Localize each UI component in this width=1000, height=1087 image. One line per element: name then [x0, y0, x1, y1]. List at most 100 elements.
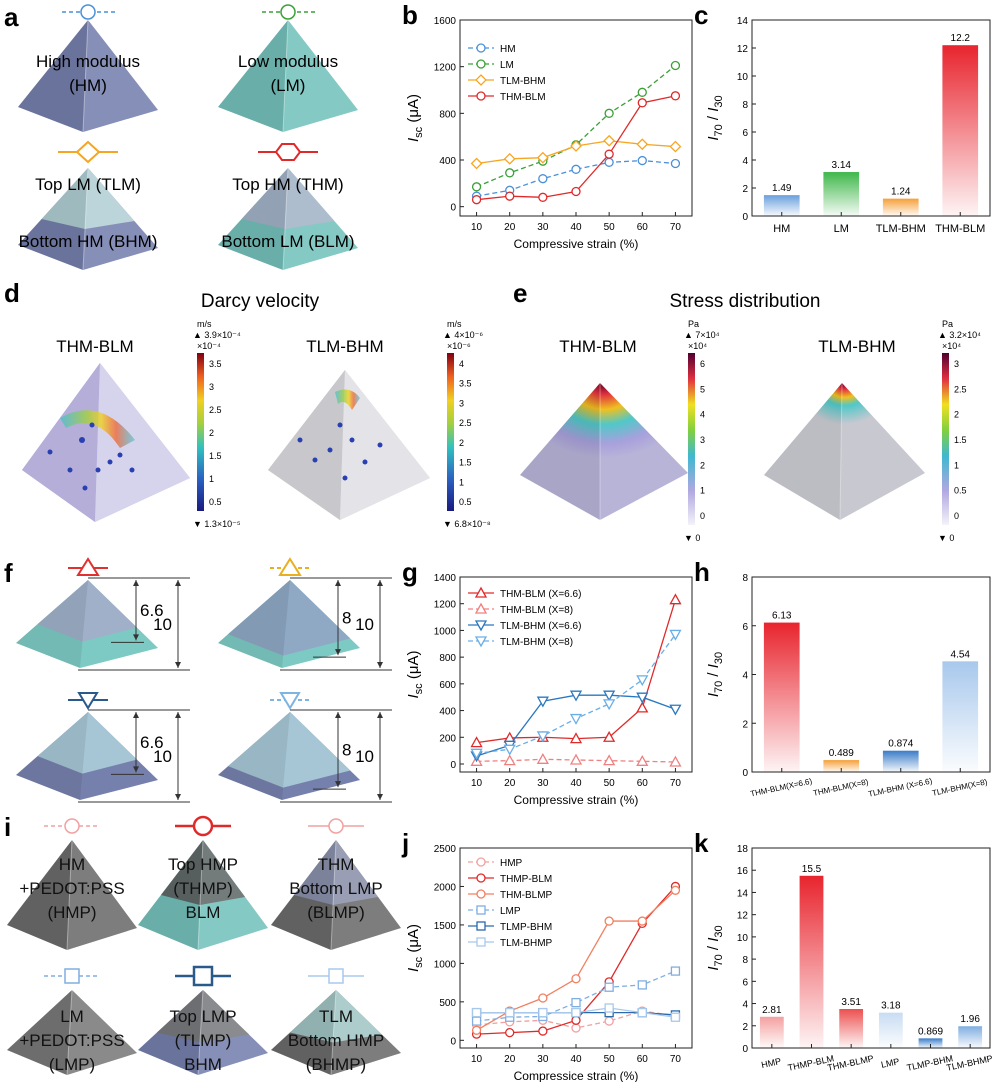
data-point — [470, 736, 483, 748]
colorbar-tick: 1 — [459, 477, 464, 487]
x-tick-label: 60 — [637, 1054, 649, 1065]
x-tick-label: THM-BLM(X=8) — [812, 777, 869, 798]
data-point — [538, 1007, 548, 1018]
colorbar-min: ▼ 0 — [684, 533, 700, 543]
legend-label: THM-BLM (X=6.6) — [500, 589, 581, 600]
y-tick-label: 2000 — [434, 882, 457, 893]
data-point — [505, 168, 515, 178]
sample-label: Bottom HM (BHM) — [19, 232, 158, 251]
sample-label: Bottom HMP — [288, 1031, 384, 1050]
panel-label-e: e — [513, 278, 527, 308]
dimension-outer: 10 — [153, 747, 172, 766]
colorbar-multiplier: ×10⁴ — [942, 341, 961, 351]
data-point — [538, 993, 548, 1003]
data-point — [538, 192, 548, 202]
y-axis-label: Isc (μA) — [405, 94, 425, 142]
panel-label-i: i — [4, 812, 11, 842]
legend-marker — [476, 905, 486, 915]
colorbar-tick: 3 — [700, 435, 705, 445]
darcy-left-name: THM-BLM — [56, 337, 133, 356]
sample-label: Top LM (TLM) — [35, 175, 141, 194]
y-tick-label: 0 — [742, 1044, 748, 1055]
colorbar-tick: 0 — [700, 511, 705, 521]
darcy-left-simulation — [22, 363, 190, 522]
y-tick-label: 4 — [742, 156, 748, 167]
panel-a: a High modulus (HM) Low modulus (LM) Top LM … — [4, 2, 358, 271]
data-point — [536, 151, 549, 164]
data-point — [569, 753, 583, 765]
x-tick-label: TLM-BHM(X=8) — [931, 777, 988, 798]
y-tick-label: 16 — [737, 866, 749, 877]
data-point — [571, 997, 581, 1008]
data-point — [636, 692, 649, 704]
dimension-inner: 8 — [342, 741, 351, 760]
data-point — [637, 155, 647, 166]
dimension-inner: 8 — [342, 609, 351, 628]
y-tick-label: 0 — [450, 760, 456, 771]
colorbar-tick: 1.5 — [459, 458, 472, 468]
pyramid-i-6 — [271, 989, 401, 1076]
legend-symbol-square — [328, 968, 344, 984]
panel-label-c: c — [694, 0, 708, 30]
plot-frame — [459, 19, 693, 217]
data-point — [637, 87, 647, 97]
sample-label: (HM) — [69, 76, 107, 95]
colorbar-tick: 2.5 — [209, 405, 222, 415]
y-tick-label: 6 — [742, 622, 748, 633]
data-point — [604, 916, 614, 926]
bar-value-label: 0.869 — [918, 1026, 943, 1037]
x-tick-label: THM-BLM — [935, 223, 985, 235]
bar — [763, 622, 800, 772]
y-tick-label: 14 — [737, 16, 749, 27]
pyramid-i-3 — [271, 839, 401, 951]
panel-d: d Darcy velocity THM-BLM TLM-BHM — [4, 278, 491, 529]
legend-symbol-square — [192, 965, 214, 987]
y-tick-label: 10 — [737, 72, 749, 83]
y-tick-label: 1200 — [434, 63, 457, 74]
data-point — [603, 730, 616, 742]
x-tick-label: TLM-BHM — [876, 223, 926, 235]
stress-left-colorbar — [688, 353, 695, 525]
x-tick-label: 50 — [604, 778, 616, 789]
data-point — [669, 593, 682, 605]
pyramid-a-1 — [18, 19, 158, 133]
data-point — [505, 1007, 515, 1018]
bar-value-label: 0.489 — [829, 748, 854, 759]
bar-value-label: 12.2 — [951, 33, 971, 44]
y-tick-label: 12 — [737, 911, 749, 922]
data-point — [570, 140, 582, 152]
data-point — [604, 108, 614, 118]
data-point — [571, 186, 581, 197]
legend-marker — [476, 43, 486, 53]
data-point — [669, 629, 682, 641]
data-point — [669, 755, 682, 767]
data-point — [470, 748, 483, 760]
colorbar-tick: 6 — [700, 359, 705, 369]
x-tick-label: LM — [834, 223, 849, 235]
stress-right-colorbar — [942, 353, 949, 525]
colorbar-tick: 1.5 — [954, 435, 967, 445]
colorbar-tick: 2 — [209, 428, 214, 438]
stress-left-name: THM-BLM — [559, 337, 636, 356]
pyramid-a-2 — [218, 19, 358, 133]
sample-label: (BHMP) — [306, 1055, 366, 1074]
sample-label: Bottom LMP — [289, 879, 383, 898]
legend-symbol-circle — [192, 815, 214, 837]
data-point — [636, 138, 649, 151]
bar-value-label: 3.18 — [881, 1001, 901, 1012]
data-point — [571, 1015, 581, 1025]
x-tick-label: 30 — [537, 1054, 549, 1065]
darcy-title: Darcy velocity — [201, 291, 320, 312]
pyramid-i-2 — [138, 839, 268, 951]
data-point — [571, 1023, 581, 1033]
data-point — [471, 182, 482, 192]
darcy-left-colorbar — [197, 353, 204, 511]
colorbar-tick: 1 — [954, 460, 959, 470]
bar — [958, 1026, 983, 1048]
y-tick-label: 6 — [742, 128, 748, 139]
colorbar-tick: 2 — [459, 438, 464, 448]
legend-marker — [474, 620, 488, 632]
legend-marker — [475, 74, 487, 86]
legend-label: HM — [500, 44, 516, 55]
colorbar-tick: 1.5 — [209, 451, 222, 461]
